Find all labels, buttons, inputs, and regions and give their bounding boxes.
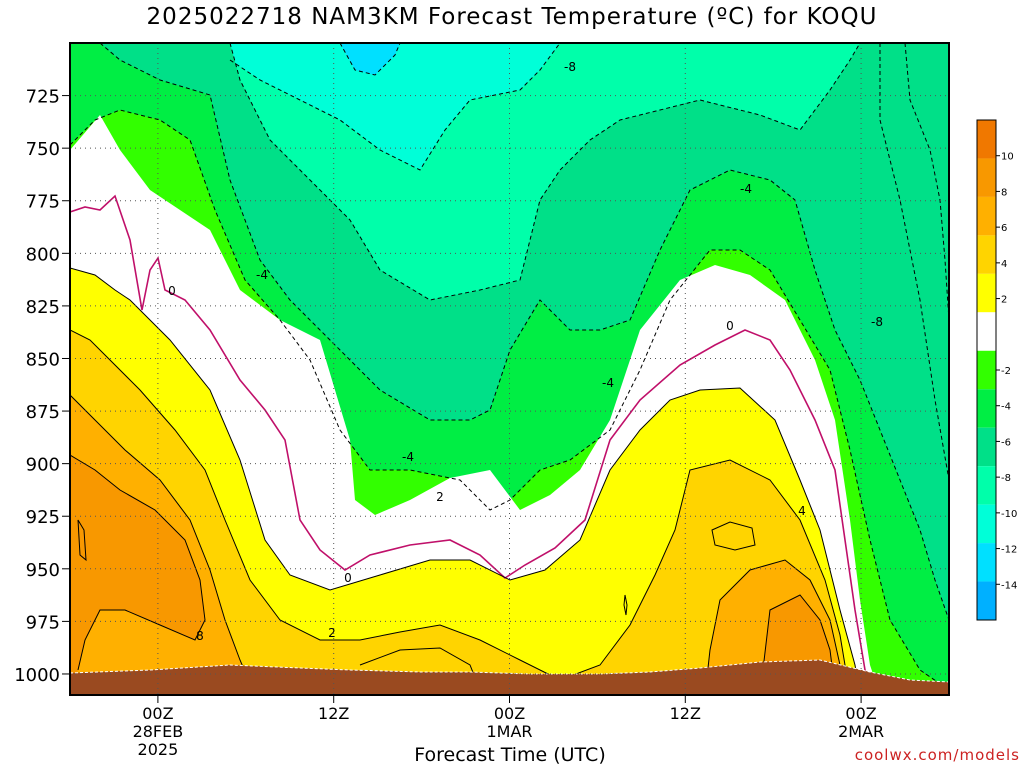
colorbar-band (977, 350, 996, 390)
colorbar-band (977, 543, 996, 582)
colorbar-band (977, 158, 996, 197)
x-tick-label: 2MAR (838, 722, 884, 741)
negative-isotherms (70, 43, 949, 691)
isotherm-plus2 (70, 267, 861, 695)
contour-label: 8 (196, 629, 204, 643)
isotherm-minus6 (229, 43, 861, 301)
positive-isotherms (70, 267, 861, 695)
x-tick-label: 00Z (494, 704, 525, 723)
isotherm-minus8 (229, 43, 561, 171)
x-axis-label: Forecast Time (UTC) (414, 744, 606, 766)
isotherm-plus4 (70, 329, 851, 695)
y-tick-label: 950 (26, 560, 60, 581)
colorbar-label: 10 (1001, 152, 1014, 163)
y-tick-label: 800 (26, 244, 60, 265)
isotherm-minus2 (70, 109, 949, 691)
isotherm-zero (70, 194, 873, 695)
contour-label: 0 (726, 319, 734, 333)
y-tick-label: 900 (26, 455, 60, 476)
colorbar-label: 6 (1001, 223, 1007, 234)
isotherm-minus8-right (879, 43, 949, 481)
field-band-minus10 (230, 43, 560, 170)
colorbar-band (977, 235, 996, 274)
colorbar-label: -14 (1001, 580, 1017, 591)
contour-label: -8 (871, 315, 883, 329)
x-tick-label: 1MAR (486, 722, 532, 741)
isotherm-plus8-right (759, 594, 836, 695)
isotherm-minus4 (99, 43, 949, 621)
y-tick-label: 750 (26, 139, 60, 160)
isotherm-minus10 (904, 43, 949, 321)
isotherm-plus6 (70, 394, 256, 695)
colorbar-band (977, 196, 996, 236)
x-tick-label: 12Z (318, 704, 349, 723)
contour-label: -4 (256, 268, 268, 282)
colorbar-label: -8 (1001, 473, 1011, 484)
contour-label: -4 (602, 376, 614, 390)
colorbar-band (977, 581, 996, 620)
colorbar-label: -10 (1001, 509, 1017, 520)
field-band-minus12 (340, 43, 400, 75)
x-tick-label: 2025 (138, 740, 179, 759)
contour-label: 0 (168, 284, 176, 298)
x-tick-label: 28FEB (133, 722, 184, 741)
field-band-plus4 (70, 330, 850, 695)
colorbar-band (977, 466, 996, 505)
credit-text: coolwx.com/models (854, 746, 1020, 764)
colorbar-band (977, 504, 996, 544)
x-tick-label: 00Z (845, 704, 876, 723)
contour-label: 2 (436, 490, 444, 504)
colorbar-label: 4 (1001, 259, 1007, 270)
x-tick-label: 00Z (142, 704, 173, 723)
colorbar-label: 8 (1001, 187, 1007, 198)
isotherm-plus10-island (77, 519, 87, 562)
y-tick-label: 850 (26, 349, 60, 370)
colorbar-band (977, 427, 996, 467)
y-tick-label: 725 (26, 87, 60, 108)
colorbar-label: -4 (1001, 402, 1011, 413)
colorbar-label: 2 (1001, 295, 1007, 306)
contour-labels: -8 -4 0 -4 -4 -8 -4 0 2 0 2 8 4 (168, 60, 883, 643)
colorbar-band (977, 312, 996, 351)
colorbar-band (977, 389, 996, 428)
field-band-plus8 (70, 455, 205, 695)
chart-title: 2025022718 NAM3KM Forecast Temperature (… (146, 4, 878, 30)
contour-label: -4 (402, 450, 414, 464)
colorbar-band (977, 120, 996, 159)
y-tick-label: 875 (26, 402, 60, 423)
x-tick-label: 12Z (670, 704, 701, 723)
isotherm-plus6-right (704, 559, 846, 695)
colorbar-label: -12 (1001, 545, 1017, 556)
isotherm-minus12 (339, 43, 401, 76)
contour-label: 2 (328, 626, 336, 640)
y-tick-label: 825 (26, 297, 60, 318)
isotherm-plus8 (70, 454, 206, 671)
contour-label: -4 (740, 182, 752, 196)
contour-label: 4 (798, 504, 806, 518)
y-tick-label: 925 (26, 507, 60, 528)
colorbar: 10 8 6 4 2 -2 -4 -6 -8 -10 -12 -14 (976, 119, 1017, 621)
y-tick-label: 775 (26, 192, 60, 213)
y-tick-label: 975 (26, 612, 60, 633)
contour-label: 0 (344, 571, 352, 585)
y-axis: 725 750 775 800 825 850 875 900 925 950 975 1000 (14, 87, 70, 686)
colorbar-band (977, 273, 996, 313)
y-tick-label: 1000 (14, 665, 60, 686)
colorbar-label: -6 (1001, 437, 1011, 448)
grid-lines (70, 43, 949, 695)
colorbar-label: -2 (1001, 366, 1011, 377)
contour-label: -8 (564, 60, 576, 74)
ground (70, 660, 949, 695)
isotherm-plus4-island (711, 521, 756, 551)
isotherm-small-island (623, 594, 628, 616)
